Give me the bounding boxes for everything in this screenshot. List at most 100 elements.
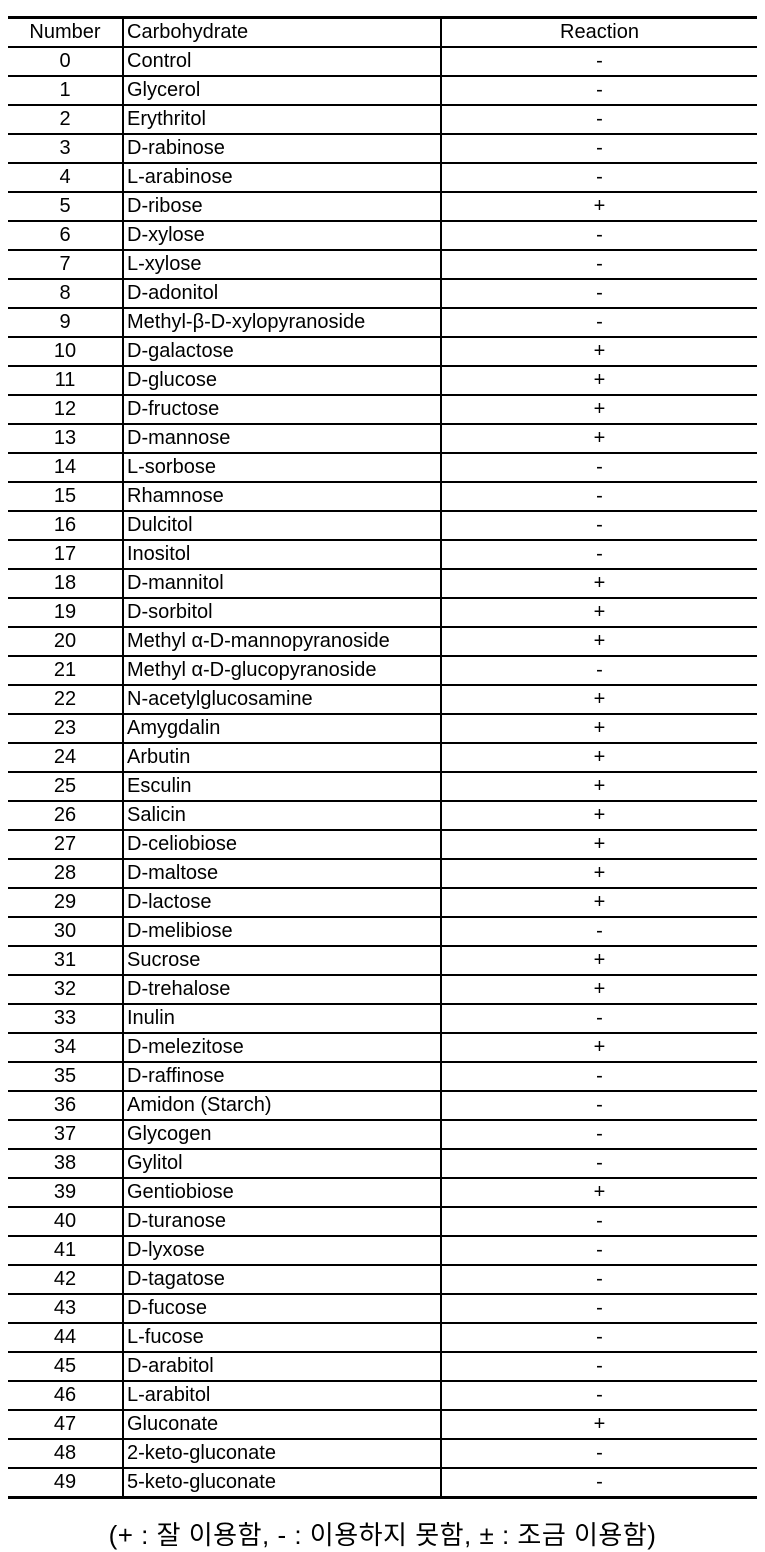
carbohydrate-name: D-melezitose (123, 1033, 442, 1062)
row-number: 46 (8, 1381, 124, 1410)
reaction-value: - (596, 456, 603, 478)
carbohydrate-name: L-fucose (123, 1323, 442, 1352)
reaction-value: + (593, 862, 606, 884)
carbohydrate-name: L-xylose (123, 250, 442, 279)
reaction-value: - (596, 137, 603, 159)
carbohydrate-name: Sucrose (123, 946, 442, 975)
carbohydrate-name: D-ribose (123, 192, 442, 221)
table-row: 8 D-adonitol - (8, 279, 757, 308)
reaction-value: + (593, 630, 606, 652)
carbohydrate-name: D-xylose (123, 221, 442, 250)
carbohydrate-name: D-mannitol (123, 569, 442, 598)
table-row: 31 Sucrose + (8, 946, 757, 975)
table-row: 24 Arbutin + (8, 743, 757, 772)
row-number: 23 (8, 714, 124, 743)
reaction-value: - (596, 1123, 603, 1145)
row-number: 25 (8, 772, 124, 801)
reaction-value: - (596, 1152, 603, 1174)
carbohydrate-name: Salicin (123, 801, 442, 830)
carbohydrate-name: D-maltose (123, 859, 442, 888)
table-row: 12 D-fructose + (8, 395, 757, 424)
carbohydrate-name: Esculin (123, 772, 442, 801)
table-row: 39 Gentiobiose + (8, 1178, 757, 1207)
carbohydrate-name: Methyl α-D-glucopyranoside (123, 656, 442, 685)
reaction-value: - (596, 1355, 603, 1377)
reaction-value: - (596, 920, 603, 942)
reaction-value: + (593, 833, 606, 855)
table-row: 26 Salicin + (8, 801, 757, 830)
row-number: 27 (8, 830, 124, 859)
reaction-value: - (596, 1007, 603, 1029)
row-number: 12 (8, 395, 124, 424)
table-row: 23 Amygdalin + (8, 714, 757, 743)
carbohydrate-name: Rhamnose (123, 482, 442, 511)
row-number: 40 (8, 1207, 124, 1236)
row-number: 45 (8, 1352, 124, 1381)
table-row: 45 D-arabitol - (8, 1352, 757, 1381)
reaction-value: - (596, 1442, 603, 1464)
carbohydrate-name: L-arabinose (123, 163, 442, 192)
carbohydrate-name: Inulin (123, 1004, 442, 1033)
reaction-value: + (593, 978, 606, 1000)
row-number: 24 (8, 743, 124, 772)
column-header-carbohydrate: Carbohydrate (123, 17, 442, 47)
carbohydrate-name: D-lactose (123, 888, 442, 917)
reaction-value: + (593, 369, 606, 391)
reaction-value: + (593, 775, 606, 797)
table-row: 30 D-melibiose - (8, 917, 757, 946)
reaction-value: + (593, 717, 606, 739)
reaction-value: + (593, 746, 606, 768)
table-body: 0 Control -1 Glycerol -2 Erythritol -3 D-rabino… (8, 47, 757, 1498)
reaction-value: - (596, 1384, 603, 1406)
row-number: 21 (8, 656, 124, 685)
carbohydrate-name: N-acetylglucosamine (123, 685, 442, 714)
table-row: 0 Control - (8, 47, 757, 76)
row-number: 6 (8, 221, 124, 250)
carbohydrate-name: Gluconate (123, 1410, 442, 1439)
carbohydrate-name: Glycerol (123, 76, 442, 105)
reaction-value: - (596, 224, 603, 246)
reaction-value: + (593, 949, 606, 971)
reaction-value: + (593, 1036, 606, 1058)
reaction-value: - (596, 311, 603, 333)
carbohydrate-name: D-turanose (123, 1207, 442, 1236)
carbohydrate-name: 5-keto-gluconate (123, 1468, 442, 1498)
row-number: 15 (8, 482, 124, 511)
table-row: 34 D-melezitose + (8, 1033, 757, 1062)
row-number: 26 (8, 801, 124, 830)
reaction-value: - (596, 514, 603, 536)
table-row: 49 5-keto-gluconate - (8, 1468, 757, 1498)
table-row: 40 D-turanose - (8, 1207, 757, 1236)
reaction-value: + (593, 804, 606, 826)
row-number: 7 (8, 250, 124, 279)
table-row: 28 D-maltose + (8, 859, 757, 888)
row-number: 31 (8, 946, 124, 975)
carbohydrate-name: Glycogen (123, 1120, 442, 1149)
carbohydrate-name: D-mannose (123, 424, 442, 453)
reaction-value: - (596, 1471, 603, 1493)
table-row: 11 D-glucose + (8, 366, 757, 395)
table-row: 1 Glycerol - (8, 76, 757, 105)
table-row: 46 L-arabitol - (8, 1381, 757, 1410)
column-header-number: Number (8, 17, 124, 47)
carbohydrate-name: Inositol (123, 540, 442, 569)
row-number: 10 (8, 337, 124, 366)
row-number: 43 (8, 1294, 124, 1323)
carbohydrate-table: Number Carbohydrate Reaction 0 Control -1 G… (8, 16, 757, 1499)
row-number: 17 (8, 540, 124, 569)
row-number: 28 (8, 859, 124, 888)
row-number: 37 (8, 1120, 124, 1149)
carbohydrate-name: D-adonitol (123, 279, 442, 308)
table-row: 37 Glycogen - (8, 1120, 757, 1149)
reaction-value: + (593, 427, 606, 449)
reaction-value: - (596, 1326, 603, 1348)
row-number: 1 (8, 76, 124, 105)
reaction-value: - (596, 485, 603, 507)
table-row: 16 Dulcitol - (8, 511, 757, 540)
carbohydrate-name: D-melibiose (123, 917, 442, 946)
row-number: 0 (8, 47, 124, 76)
carbohydrate-name: D-fucose (123, 1294, 442, 1323)
row-number: 13 (8, 424, 124, 453)
carbohydrate-name: Erythritol (123, 105, 442, 134)
